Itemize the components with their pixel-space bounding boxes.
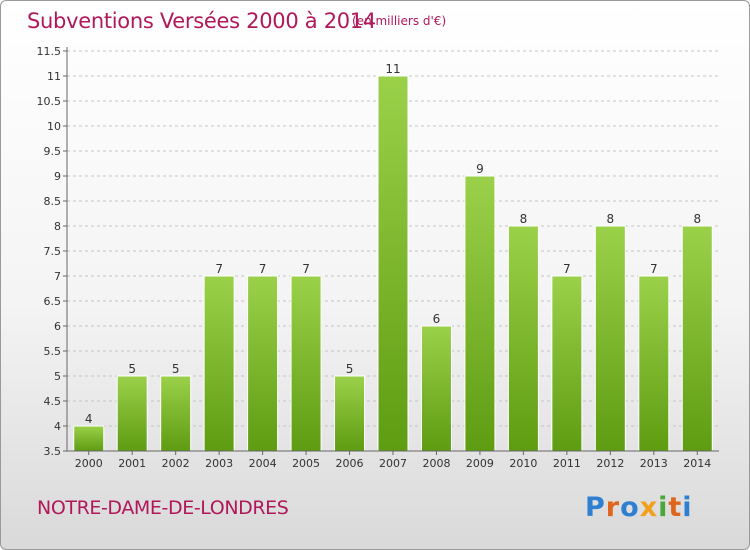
bar-2002 (160, 375, 192, 452)
bar-2007 (377, 75, 409, 452)
x-tick-label: 2007 (379, 457, 407, 470)
y-tick-label: 9 (54, 170, 61, 183)
bar-value-label: 7 (302, 262, 310, 276)
bar-value-label: 9 (476, 162, 484, 176)
x-tick-label: 2002 (162, 457, 190, 470)
x-tick-label: 2003 (205, 457, 233, 470)
chart-title: Subventions Versées 2000 à 2014 (27, 9, 376, 33)
y-tick-label: 8 (54, 220, 61, 233)
bar-layer: 4 5 5 7 7 7 5 11 6 9 8 7 8 7 8 (73, 62, 713, 452)
x-tick-label: 2014 (683, 457, 711, 470)
bar-2001 (116, 375, 148, 452)
y-tick-label: 4 (54, 420, 61, 433)
x-tick-label: 2008 (422, 457, 450, 470)
bar-2014 (681, 225, 713, 452)
y-tick-label: 6 (54, 320, 61, 333)
bar-value-label: 11 (385, 62, 400, 76)
bar-value-label: 8 (693, 212, 701, 226)
x-tick-label: 2011 (553, 457, 581, 470)
y-tick-label: 10 (47, 120, 61, 133)
bar-2006 (334, 375, 366, 452)
bar-value-label: 4 (85, 412, 93, 426)
bar-value-label: 8 (607, 212, 615, 226)
bar-value-label: 5 (172, 362, 180, 376)
x-tick-label: 2006 (336, 457, 364, 470)
bar-2008 (420, 325, 452, 452)
y-tick-label: 5 (54, 370, 61, 383)
bar-2004 (247, 275, 279, 452)
axis-layer: 3.5 4 4.5 5 5.5 6 6.5 7 7.5 8 8.5 9 9.5 10 10.5 11 11.5 2… (37, 45, 719, 470)
bar-2003 (203, 275, 235, 452)
bar-value-label: 5 (128, 362, 136, 376)
commune-name: NOTRE-DAME-DE-LONDRES (37, 497, 289, 519)
y-tick-label: 7 (54, 270, 61, 283)
bar-2011 (551, 275, 583, 452)
bar-2005 (290, 275, 322, 452)
bar-value-label: 7 (650, 262, 658, 276)
bar-value-label: 7 (215, 262, 223, 276)
x-tick-label: 2013 (640, 457, 668, 470)
x-tick-label: 2001 (118, 457, 146, 470)
y-tick-label: 6.5 (44, 295, 62, 308)
bar-2012 (594, 225, 626, 452)
x-tick-label: 2000 (75, 457, 103, 470)
bar-2009 (464, 175, 496, 452)
bar-value-label: 6 (433, 312, 441, 326)
y-tick-label: 11.5 (37, 45, 62, 58)
bar-value-label: 5 (346, 362, 354, 376)
y-tick-label: 7.5 (44, 245, 62, 258)
y-tick-label: 9.5 (44, 145, 62, 158)
y-tick-label: 3.5 (44, 445, 62, 458)
y-tick-label: 8.5 (44, 195, 62, 208)
svg-text:Proxiti: Proxiti (585, 492, 693, 523)
bar-value-label: 7 (259, 262, 267, 276)
x-tick-label: 2005 (292, 457, 320, 470)
bar-2010 (507, 225, 539, 452)
proxiti-logo: Proxiti (585, 492, 693, 523)
y-tick-label: 10.5 (37, 95, 62, 108)
x-tick-label: 2012 (596, 457, 624, 470)
y-tick-label: 5.5 (44, 345, 62, 358)
bar-2000 (73, 425, 105, 452)
unit-note: (en milliers d'€) (352, 14, 447, 28)
bar-value-label: 8 (520, 212, 528, 226)
bar-2013 (638, 275, 670, 452)
y-tick-label: 4.5 (44, 395, 62, 408)
bar-value-label: 7 (563, 262, 571, 276)
x-tick-label: 2010 (509, 457, 537, 470)
y-tick-label: 11 (47, 70, 61, 83)
x-tick-label: 2009 (466, 457, 494, 470)
x-tick-label: 2004 (249, 457, 277, 470)
